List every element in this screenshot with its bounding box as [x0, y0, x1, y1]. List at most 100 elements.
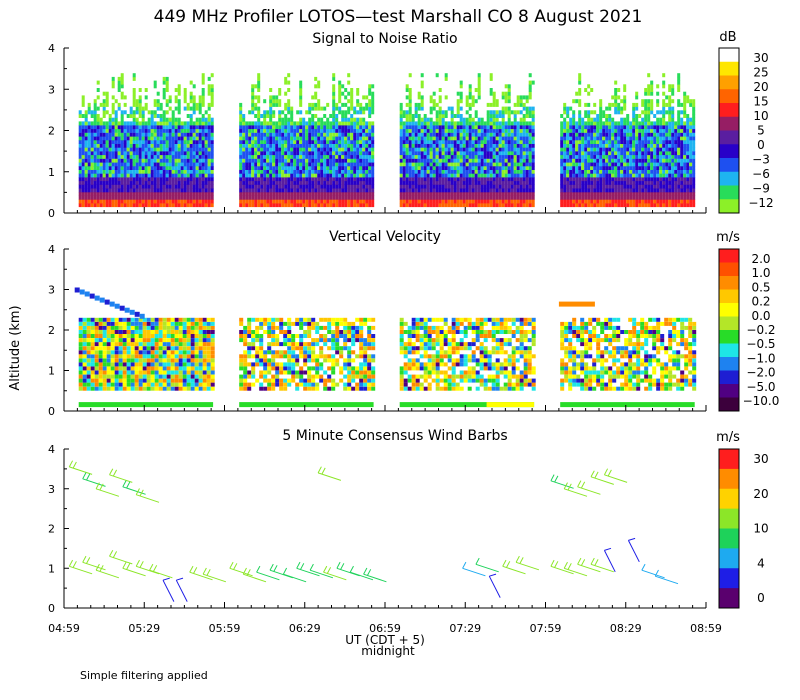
snr-cell	[335, 180, 339, 185]
snr-cell	[528, 73, 532, 78]
snr-cell	[359, 132, 363, 137]
snr-cell	[617, 177, 621, 182]
snr-cell	[129, 154, 133, 159]
snr-cell	[99, 203, 103, 208]
snr-cell	[144, 199, 148, 204]
snr-cell	[632, 192, 636, 196]
snr-cell	[132, 140, 136, 144]
snr-cell	[569, 106, 573, 111]
snr-cell	[368, 158, 372, 163]
snr-cell	[444, 188, 448, 193]
snr-cell	[245, 166, 249, 170]
snr-cell	[650, 125, 654, 130]
snr-cell	[120, 136, 124, 141]
snr-cell	[314, 177, 318, 182]
snr-cell	[510, 132, 514, 137]
snr-cell	[498, 143, 502, 148]
snr-cell	[665, 158, 669, 163]
snr-cell	[293, 173, 297, 178]
snr-cell	[165, 154, 169, 159]
snr-cell	[608, 117, 612, 122]
snr-cell	[159, 121, 163, 126]
snr-cell	[308, 147, 312, 152]
snr-cell	[474, 173, 478, 178]
y-axis-label: Altitude (km)	[8, 305, 23, 390]
snr-cell	[647, 180, 651, 185]
snr-cell	[105, 102, 109, 107]
snr-cell	[599, 154, 603, 159]
snr-cell	[317, 151, 321, 156]
snr-cell	[441, 110, 445, 115]
snr-cell	[192, 162, 196, 167]
snr-cell	[299, 184, 303, 189]
snr-cell	[245, 184, 249, 189]
snr-cell	[513, 169, 517, 174]
snr-cell	[477, 117, 481, 122]
snr-cell	[84, 184, 88, 189]
snr-cell	[456, 166, 460, 170]
snr-cell	[590, 147, 594, 152]
snr-cell	[599, 166, 603, 170]
snr-cell	[441, 203, 445, 208]
snr-cell	[90, 162, 94, 167]
snr-cell	[522, 195, 526, 200]
snr-cell	[474, 154, 478, 159]
snr-cell	[329, 121, 333, 126]
snr-cell	[105, 136, 109, 141]
snr-cell	[492, 154, 496, 159]
snr-cell	[90, 169, 94, 174]
snr-cell	[326, 143, 330, 148]
snr-cell	[432, 136, 436, 141]
snr-cell	[254, 140, 258, 144]
snr-cell	[162, 166, 166, 170]
snr-cell	[429, 158, 433, 163]
snr-cell	[99, 117, 103, 122]
snr-cell	[471, 147, 475, 152]
snr-cell	[504, 184, 508, 189]
snr-cell	[353, 110, 357, 115]
snr-cell	[168, 166, 172, 170]
snr-cell	[617, 199, 621, 204]
snr-cell	[147, 188, 151, 193]
snr-cell	[359, 180, 363, 185]
snr-cell	[93, 180, 97, 185]
snr-cell	[423, 199, 427, 204]
snr-cell	[519, 95, 523, 100]
snr-cell	[260, 121, 264, 126]
snr-cell	[195, 177, 199, 182]
snr-cell	[426, 121, 430, 126]
snr-cell	[659, 173, 663, 178]
snr-cell	[656, 84, 660, 89]
snr-cell	[516, 195, 520, 200]
snr-cell	[468, 114, 472, 118]
snr-cell	[195, 154, 199, 159]
snr-cell	[522, 132, 526, 137]
snr-cell	[308, 132, 312, 137]
snr-cell	[329, 173, 333, 178]
snr-cell	[320, 140, 324, 144]
snr-cell	[429, 151, 433, 156]
snr-cell	[126, 136, 130, 141]
snr-cell	[623, 162, 627, 167]
snr-cell	[501, 195, 505, 200]
snr-cell	[507, 184, 511, 189]
snr-cell	[471, 195, 475, 200]
snr-cell	[305, 143, 309, 148]
snr-cell	[99, 136, 103, 141]
snr-cell	[207, 154, 211, 159]
snr-cell	[593, 177, 597, 182]
snr-cell	[432, 162, 436, 167]
snr-cell	[402, 177, 406, 182]
snr-cell	[314, 169, 318, 174]
snr-cell	[186, 106, 190, 111]
snr-cell	[399, 169, 403, 174]
snr-cell	[692, 195, 696, 200]
snr-cell	[269, 136, 273, 141]
snr-cell	[662, 180, 666, 185]
snr-cell	[531, 106, 535, 111]
snr-cell	[578, 91, 582, 96]
snr-cell	[171, 184, 175, 189]
snr-cell	[183, 195, 187, 200]
snr-cell	[117, 128, 121, 133]
snr-cell	[611, 199, 615, 204]
